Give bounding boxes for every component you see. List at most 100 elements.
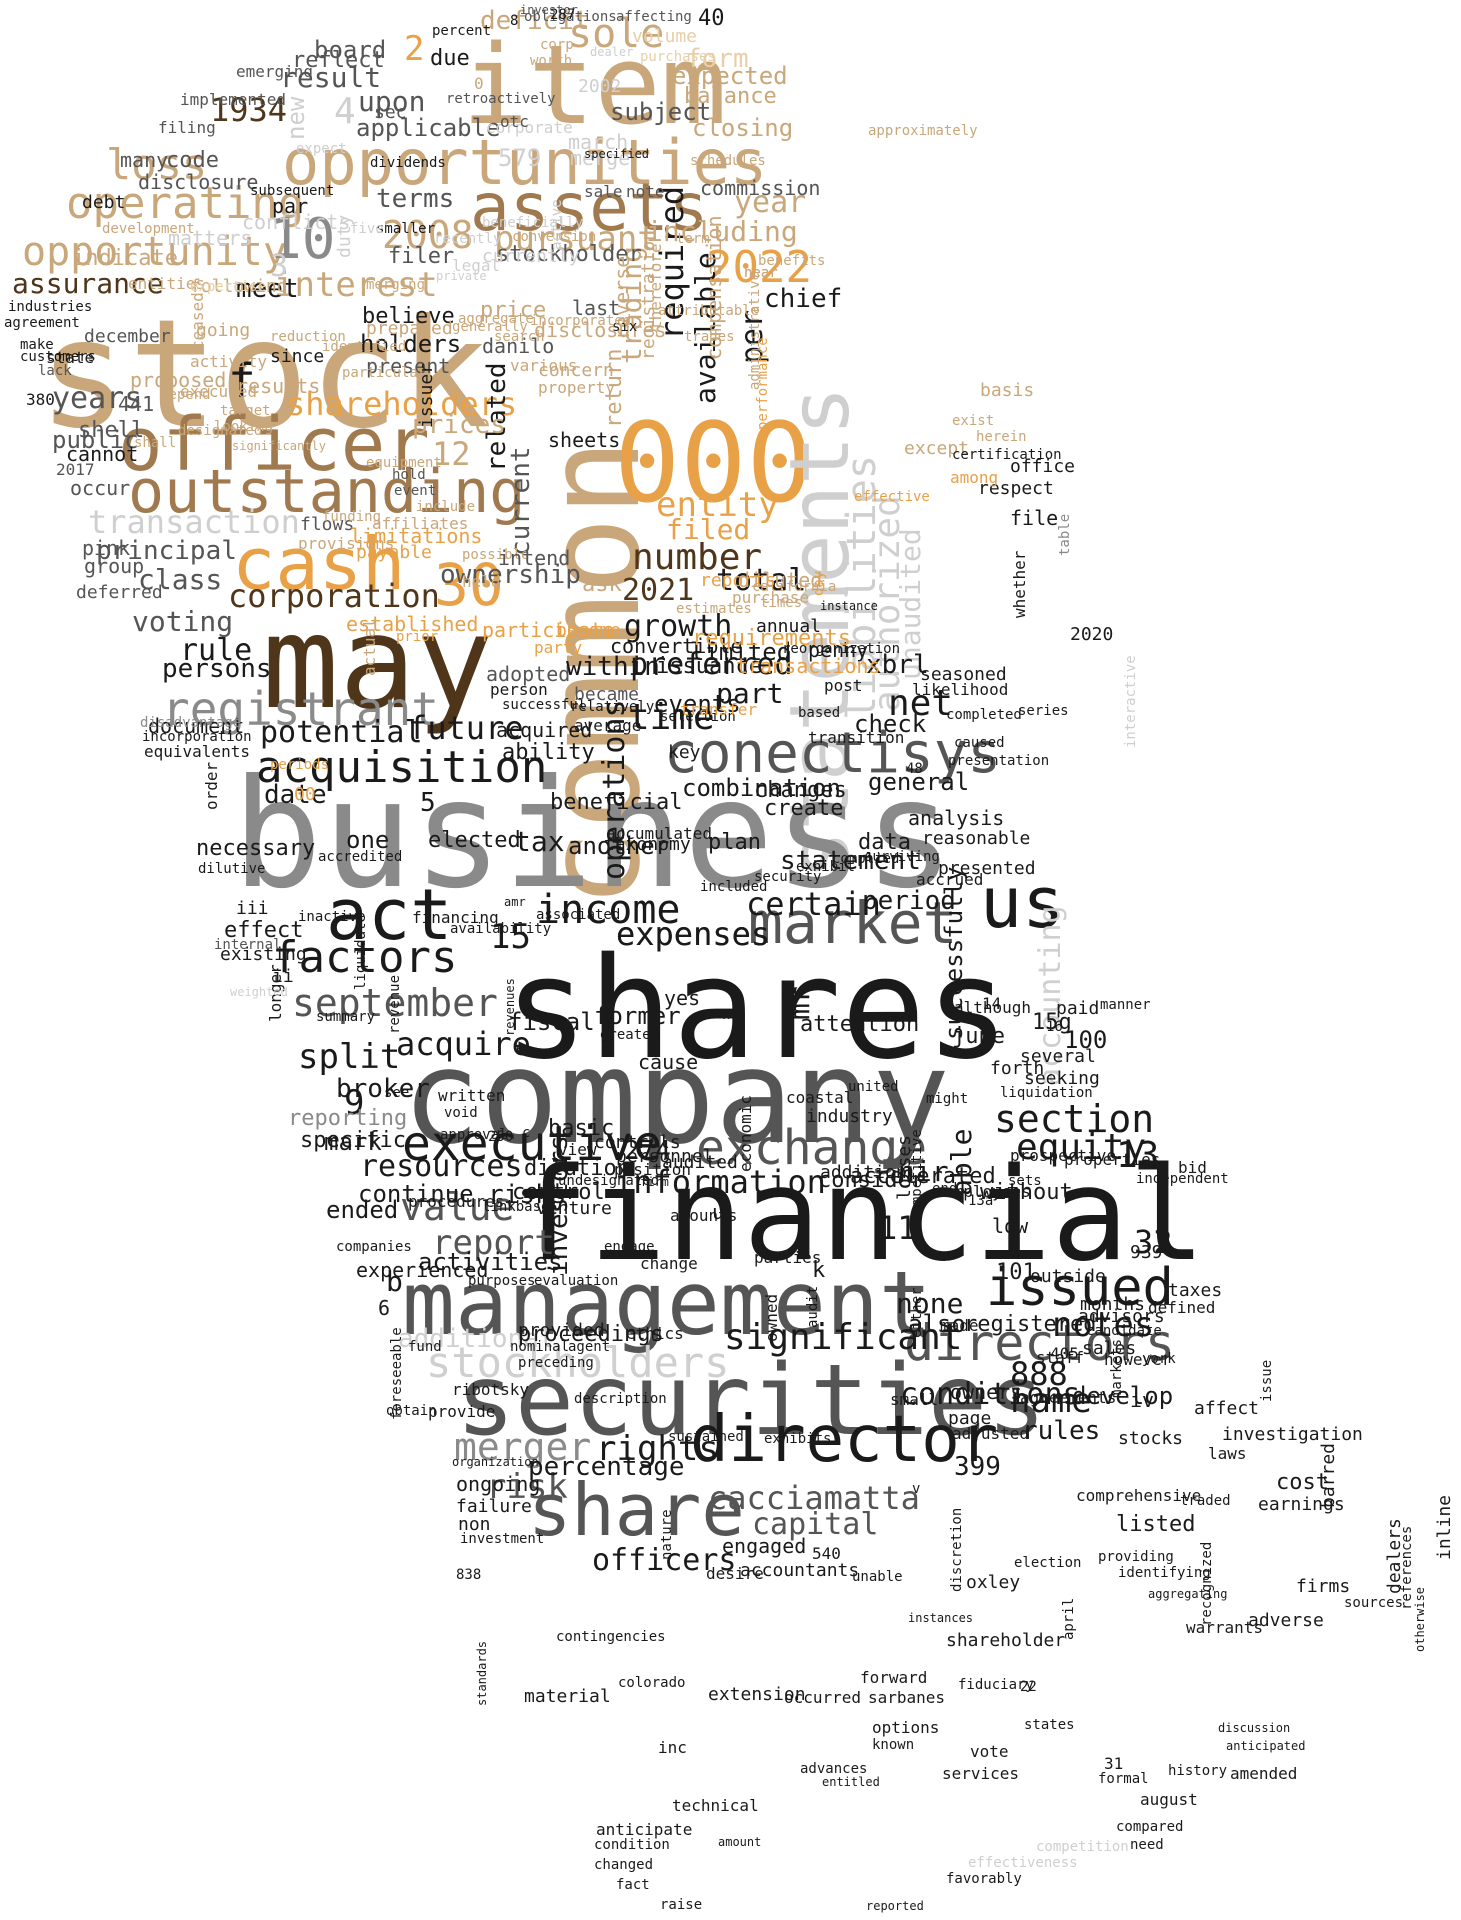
word-presentation: presentation	[948, 753, 1050, 769]
word-0: 0	[474, 74, 484, 93]
word-corp: corp	[540, 37, 574, 53]
word-factors: factors	[272, 932, 458, 983]
word-particular: particular	[342, 365, 427, 381]
word-forth: forth	[990, 1058, 1045, 1079]
word-september: september	[292, 981, 498, 1025]
word-resources: resources	[360, 1149, 523, 1184]
word-specific: specific	[300, 1128, 406, 1153]
word-last: last	[572, 296, 621, 320]
word-made: made	[940, 1316, 979, 1335]
word-earnings: earnings	[1258, 1494, 1345, 1515]
word-significantly: significantly	[232, 439, 326, 453]
word-5: 5	[420, 788, 436, 818]
word-fiduciary: fiduciary	[958, 1677, 1034, 1693]
word-personnel: personnel	[616, 1146, 714, 1167]
word-274: 274	[624, 1136, 671, 1166]
word-approximately: approximately	[868, 123, 978, 139]
word-actual: actual	[360, 618, 379, 676]
word-shall: shall	[134, 435, 177, 451]
word-companies: companies	[336, 1239, 412, 1255]
word-obtain: obtain	[386, 1403, 437, 1419]
word-penny: penny	[808, 638, 869, 662]
word-employees: employees	[944, 1182, 1031, 1201]
word-general: general	[868, 768, 970, 796]
word-opportunities: opportunities	[282, 126, 768, 199]
word-customers: customers	[20, 349, 96, 365]
word-executive: executive	[402, 1116, 663, 1172]
word-comprehensive: comprehensive	[1076, 1486, 1202, 1505]
word-31: 31	[1104, 1754, 1124, 1773]
word-reflect: reflect	[292, 48, 385, 73]
word-colorado: colorado	[618, 1675, 686, 1691]
word-capital: capital	[752, 1507, 879, 1542]
word-sole: sole	[568, 11, 665, 57]
word-expected: expected	[672, 62, 788, 90]
word-paid: paid	[1056, 998, 1100, 1019]
word-item: item	[462, 21, 727, 149]
word-48: 48	[906, 761, 923, 777]
word-staff: staff	[1036, 1348, 1085, 1367]
word-888: 888	[1010, 1355, 1068, 1393]
word-foreseeable: foreseeable	[389, 1327, 405, 1420]
word-inline: inline	[1434, 1494, 1455, 1560]
word-defined: defined	[1148, 1298, 1216, 1317]
word-financing: financing	[412, 908, 499, 927]
word-former: former	[594, 1002, 681, 1030]
word-candidate: candidate	[1086, 1323, 1162, 1339]
word-office: office	[1010, 456, 1076, 477]
word-holders: holders	[360, 330, 462, 358]
word-name: name	[1010, 1381, 1092, 1421]
word-outside: outside	[1030, 1266, 1106, 1287]
word-balance: balance	[684, 84, 777, 109]
word-see: see	[384, 1085, 410, 1101]
word-accumulated: accumulated	[606, 824, 712, 843]
word-issued: issued	[986, 1258, 1174, 1318]
word-441: 441	[118, 392, 155, 416]
word-fact: fact	[616, 1877, 650, 1893]
word-services: services	[942, 1764, 1020, 1783]
word-incorporation: incorporation	[142, 729, 252, 745]
word-dilutive: dilutive	[198, 861, 266, 877]
word-acquisition: acquisition	[256, 742, 548, 793]
word-amr: amr	[504, 895, 526, 909]
word-trades: trades	[684, 329, 735, 345]
word-price: price	[480, 298, 547, 323]
word-stock: stock	[38, 288, 490, 462]
word-ribotsky: ribotsky	[452, 1380, 530, 1399]
word-group: group	[84, 554, 145, 578]
word-cause: cause	[638, 1050, 699, 1074]
word-hold: hold	[392, 467, 426, 483]
word-develop: develop	[1072, 1382, 1174, 1410]
word-purchases: purchases	[640, 49, 716, 65]
word-another: another	[568, 832, 670, 860]
word-average: average	[574, 716, 642, 735]
word-k: k	[812, 1258, 826, 1283]
word-board: board	[314, 36, 387, 64]
word-expenses-2: expenses	[616, 915, 771, 953]
word-volume: volume	[632, 26, 698, 47]
word-entity: entity	[656, 485, 779, 525]
word-statement: statement	[780, 846, 921, 876]
word-affect: affect	[1194, 1398, 1260, 1419]
word-directors: directors	[904, 1314, 1175, 1372]
word-nominal: nominal	[510, 1339, 570, 1355]
word-assets: assets	[470, 169, 709, 246]
word-although: although	[954, 998, 1032, 1017]
word-options: options	[872, 1718, 940, 1737]
word-lack: lack	[38, 363, 72, 379]
word-five: five	[350, 221, 384, 237]
word-sec: sec	[374, 102, 407, 123]
word-beneficially: beneficially	[482, 215, 584, 231]
word-based: based	[798, 705, 841, 721]
word-accelerated: accelerated	[850, 1164, 996, 1189]
word-discretion: discretion	[949, 1507, 965, 1592]
word-250: 250	[488, 1129, 514, 1145]
word-entitled: entitled	[822, 1775, 880, 1789]
word-document: document	[148, 714, 245, 738]
word-liquidate: liquidate	[353, 914, 369, 990]
word-security: security	[754, 869, 822, 885]
word-sales: sales	[1082, 1338, 1137, 1359]
word-interest: interest	[274, 265, 438, 305]
word-merge: merge	[570, 146, 631, 170]
word-provided: provided	[518, 1320, 605, 1341]
